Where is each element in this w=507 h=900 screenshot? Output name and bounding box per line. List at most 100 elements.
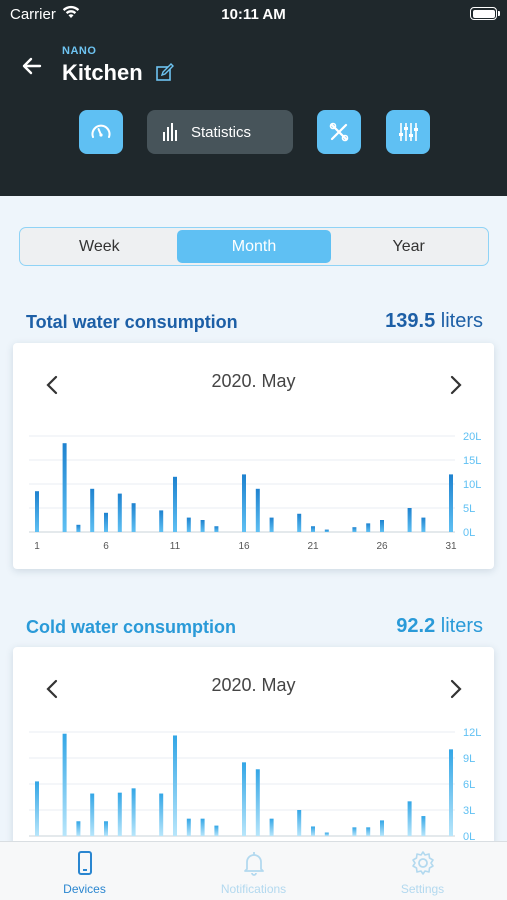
y-tick-label: 3L xyxy=(463,805,475,817)
tab-notifications-label: Notifications xyxy=(220,882,287,896)
bar[interactable] xyxy=(297,810,302,836)
bar[interactable] xyxy=(214,825,219,836)
bar[interactable] xyxy=(76,524,81,532)
bar[interactable] xyxy=(407,508,412,532)
carrier-label: Carrier xyxy=(10,6,56,23)
bar[interactable] xyxy=(200,520,205,532)
x-tick-label: 21 xyxy=(307,541,319,552)
tab-notifications[interactable]: Notifications xyxy=(169,842,338,900)
bar[interactable] xyxy=(242,474,246,532)
x-tick-label: 16 xyxy=(238,541,250,552)
total-section-title: Total water consumption xyxy=(26,312,238,332)
bar[interactable] xyxy=(131,788,136,836)
y-tick-label: 15L xyxy=(463,455,481,467)
bar[interactable] xyxy=(407,801,412,836)
statistics-button[interactable]: Statistics xyxy=(147,110,293,154)
bar[interactable] xyxy=(421,517,426,532)
x-tick-label: 1 xyxy=(34,541,40,552)
bar[interactable] xyxy=(421,816,426,836)
bar[interactable] xyxy=(242,762,246,836)
tab-week[interactable]: Week xyxy=(79,237,120,255)
bar[interactable] xyxy=(380,520,384,532)
cold-consumption-chart: 0L 3L 6L 9L 12L xyxy=(29,727,481,843)
y-tick-label: 0L xyxy=(463,831,475,843)
tab-devices[interactable]: Devices xyxy=(0,842,169,900)
tab-bar: Devices Notifications Settings xyxy=(0,841,507,900)
total-unit: liters xyxy=(440,310,483,332)
bar[interactable] xyxy=(35,491,39,532)
bar[interactable] xyxy=(35,781,39,836)
settings-sliders-button[interactable] xyxy=(386,110,430,154)
bar[interactable] xyxy=(117,493,122,532)
bell-icon xyxy=(243,852,264,876)
back-arrow-icon[interactable] xyxy=(18,52,46,80)
bar[interactable] xyxy=(255,488,260,532)
bar[interactable] xyxy=(104,821,108,836)
bar[interactable] xyxy=(352,827,357,836)
gauge-button[interactable] xyxy=(79,110,123,154)
bar[interactable] xyxy=(90,793,95,836)
y-tick-label: 0L xyxy=(463,527,475,539)
gauge-icon xyxy=(91,124,111,138)
previous-month-icon[interactable] xyxy=(43,373,63,397)
bar[interactable] xyxy=(311,826,315,836)
bar[interactable] xyxy=(173,476,177,532)
y-tick-label: 6L xyxy=(463,779,475,791)
bar[interactable] xyxy=(324,832,329,836)
bar[interactable] xyxy=(62,443,67,532)
bar[interactable] xyxy=(255,769,260,836)
bar[interactable] xyxy=(352,527,357,532)
chart-period-label: 2020. May xyxy=(211,371,296,391)
bar[interactable] xyxy=(366,523,371,532)
page-title: Kitchen xyxy=(62,60,143,85)
bar[interactable] xyxy=(173,735,177,836)
bar[interactable] xyxy=(62,733,67,836)
bar[interactable] xyxy=(186,818,191,836)
chart-period-label: 2020. May xyxy=(211,675,296,695)
y-tick-label: 5L xyxy=(463,503,475,515)
bar[interactable] xyxy=(186,517,191,532)
tools-button[interactable] xyxy=(317,110,361,154)
tab-devices-label: Devices xyxy=(63,882,106,896)
bar[interactable] xyxy=(297,513,302,532)
bar[interactable] xyxy=(269,818,274,836)
cold-value: 92.2 liters xyxy=(396,615,483,638)
cold-unit: liters xyxy=(440,615,483,637)
previous-month-icon[interactable] xyxy=(43,677,63,701)
bar[interactable] xyxy=(117,792,122,836)
next-month-icon[interactable] xyxy=(445,373,465,397)
edit-icon[interactable] xyxy=(155,63,175,83)
statistics-label: Statistics xyxy=(191,123,252,141)
clock: 10:11 AM xyxy=(221,6,286,23)
status-bar: Carrier 10:11 AM xyxy=(0,0,507,30)
bar[interactable] xyxy=(76,821,81,836)
bar[interactable] xyxy=(380,820,384,836)
bar[interactable] xyxy=(159,793,164,836)
bar[interactable] xyxy=(269,517,274,532)
bar[interactable] xyxy=(449,474,453,532)
bar[interactable] xyxy=(131,503,136,532)
y-tick-label: 10L xyxy=(463,479,481,491)
bar[interactable] xyxy=(159,510,164,532)
bar[interactable] xyxy=(90,488,95,532)
x-tick-label: 6 xyxy=(103,541,109,552)
bar[interactable] xyxy=(311,526,315,532)
next-month-icon[interactable] xyxy=(445,677,465,701)
y-tick-label: 20L xyxy=(463,431,481,443)
y-tick-label: 12L xyxy=(463,727,481,739)
bar[interactable] xyxy=(200,818,205,836)
bar[interactable] xyxy=(324,529,329,532)
bar[interactable] xyxy=(366,827,371,836)
total-value: 139.5 liters xyxy=(385,310,483,333)
tab-month[interactable]: Month xyxy=(176,230,332,263)
battery-icon xyxy=(470,7,500,20)
bar[interactable] xyxy=(214,526,219,532)
total-amount: 139.5 xyxy=(385,310,436,332)
cold-amount: 92.2 xyxy=(396,615,436,637)
bar[interactable] xyxy=(104,512,108,532)
tab-year[interactable]: Year xyxy=(392,237,425,255)
phone-icon xyxy=(77,851,92,875)
tab-settings[interactable]: Settings xyxy=(338,842,507,900)
bar[interactable] xyxy=(449,749,453,836)
